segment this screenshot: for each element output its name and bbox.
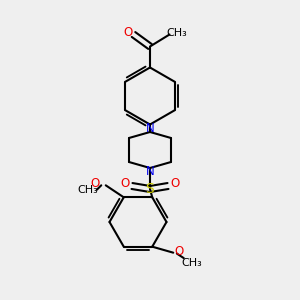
Text: O: O xyxy=(123,26,132,40)
Text: CH₃: CH₃ xyxy=(167,28,188,38)
Text: S: S xyxy=(146,182,154,196)
Text: O: O xyxy=(121,177,130,190)
Text: CH₃: CH₃ xyxy=(77,185,98,195)
Text: N: N xyxy=(146,122,154,135)
Text: O: O xyxy=(91,177,100,190)
Text: CH₃: CH₃ xyxy=(181,258,202,268)
Text: N: N xyxy=(146,165,154,178)
Text: O: O xyxy=(170,177,179,190)
Text: O: O xyxy=(175,245,184,258)
